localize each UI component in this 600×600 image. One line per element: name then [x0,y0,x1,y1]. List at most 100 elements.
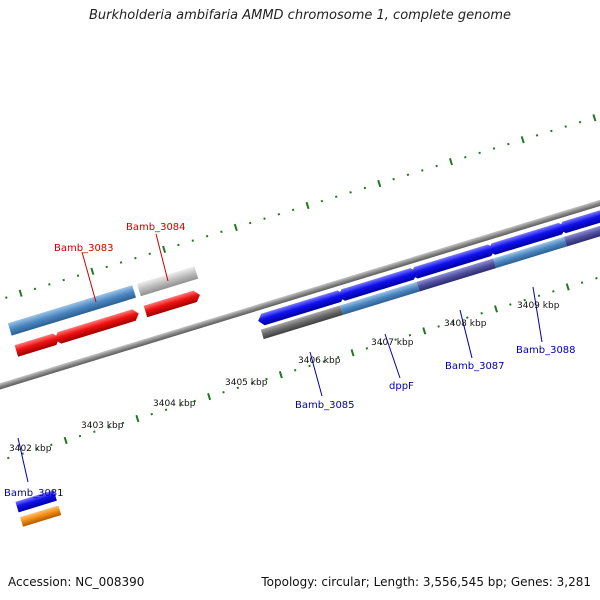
major-tick [18,289,23,297]
minor-tick [523,298,526,302]
callout-line-bamb-3081 [17,437,29,483]
major-tick [592,114,597,122]
minor-tick [265,377,268,381]
minor-tick [78,434,82,438]
minor-tick [33,287,37,291]
scale-label: 3408 kbp [444,319,487,329]
scale-label: 3404 kbp [153,399,196,409]
minor-tick [580,281,584,284]
minor-tick [550,129,553,133]
minor-tick [119,261,123,264]
minor-tick [277,213,281,216]
major-tick [520,136,525,144]
major-tick [377,179,382,188]
minor-tick [5,296,8,299]
minor-tick [205,234,209,238]
gene-label-bamb-3081[interactable]: Bamb_3081 [4,488,64,499]
minor-tick [464,156,467,159]
cog-reverse-bamb-3083[interactable] [7,285,136,336]
major-tick [350,349,355,357]
cds-forward-bamb-3087[interactable] [408,243,497,280]
cds-forward-bamb-3088[interactable] [486,221,568,256]
cds-forward-bamb-3085[interactable] [256,289,346,327]
gene-label-bamb-3085[interactable]: Bamb_3085 [295,400,355,411]
gene-label-bamb-3083[interactable]: Bamb_3083 [54,243,114,254]
minor-tick [134,256,137,260]
cds-forward-bamb-3081[interactable] [15,490,57,513]
minor-tick [50,443,53,447]
minor-tick [93,430,96,433]
minor-tick [193,399,197,403]
major-tick [207,392,212,401]
major-tick [305,201,310,210]
minor-tick [466,316,469,319]
minor-tick [394,338,397,341]
minor-tick [164,408,168,412]
callout-line-dppf [384,333,401,379]
minor-tick [363,186,367,190]
minor-tick [248,221,252,225]
minor-tick [336,355,340,359]
cds-forward-dppf[interactable] [336,266,420,302]
gene-label-bamb-3084[interactable]: Bamb_3084 [126,222,186,233]
minor-tick [250,382,254,385]
gene-label-dppf[interactable]: dppF [389,381,414,392]
major-tick [63,436,68,445]
minor-tick [379,342,383,346]
scale-label: 3405 kbp [225,378,268,388]
map-track-group [0,114,600,527]
scale-label: 3403 kbp [81,421,124,431]
minor-tick [179,404,182,407]
scale-label: 3402 kbp [9,444,52,454]
minor-tick [105,265,108,269]
cds-reverse-bamb-3082[interactable] [14,332,62,357]
minor-tick [408,333,412,337]
cog-forward-bamb-3087[interactable] [416,258,497,292]
genome-backbone [0,187,600,404]
topology-summary: Topology: circular; Length: 3,556,545 bp… [261,575,591,589]
cog-forward-bamb-3081[interactable] [20,505,62,527]
minor-tick [293,369,297,372]
minor-tick [308,364,311,368]
minor-tick [7,456,10,460]
minor-tick [121,421,125,425]
minor-tick [392,177,395,181]
cds-reverse-bamb-3084[interactable] [143,289,202,318]
minor-tick [595,276,598,280]
minor-tick [148,252,151,255]
cog-forward-dppf[interactable] [340,281,420,315]
minor-tick [291,208,295,212]
outer-tick-ring [5,114,597,299]
minor-tick [421,169,424,172]
accession-text: Accession: NC_008390 [8,575,145,589]
minor-tick [48,283,51,286]
minor-tick [451,320,455,324]
cds-reverse-bamb-3083[interactable] [53,308,141,345]
inner-tick-ring [7,276,598,460]
cog-forward-partial[interactable] [563,210,600,247]
cog-reverse-bamb-3084[interactable] [136,266,199,297]
minor-tick [365,347,369,350]
cog-forward-bamb-3087b[interactable] [493,236,567,269]
callout-lines [17,233,543,483]
minor-tick [107,426,110,429]
gene-labels: Bamb_3081 Bamb_3083 Bamb_3084 Bamb_3085 … [4,222,576,499]
minor-tick [177,243,180,247]
cog-forward-bamb-3085[interactable] [260,305,344,340]
scale-labels: 3402 kbp 3403 kbp 3404 kbp 3405 kbp 3406… [9,301,560,454]
minor-tick [322,360,326,363]
minor-tick [480,312,483,315]
minor-tick [220,230,223,234]
minor-tick [478,151,481,155]
minor-tick [507,142,510,146]
gene-label-bamb-3087[interactable]: Bamb_3087 [445,361,505,372]
gene-label-bamb-3088[interactable]: Bamb_3088 [516,345,576,356]
major-tick [422,327,427,335]
major-tick [278,371,283,379]
scale-label: 3407 kbp [371,338,414,348]
cds-forward-partial[interactable] [557,196,600,235]
minor-tick [492,147,496,150]
major-tick [233,223,238,232]
minor-tick [222,390,225,394]
